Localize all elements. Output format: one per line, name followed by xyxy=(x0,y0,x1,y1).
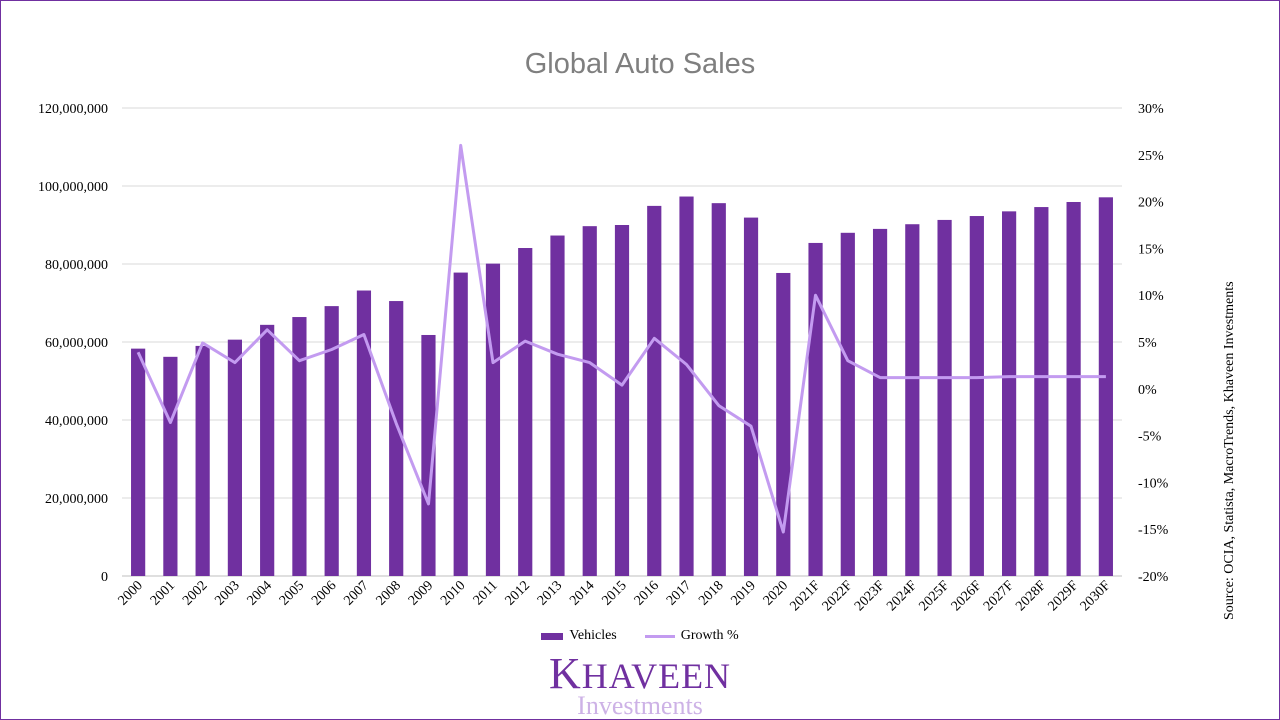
vehicle-bar xyxy=(937,219,952,576)
growth-line xyxy=(136,143,1106,534)
vehicle-bar xyxy=(614,225,630,576)
vehicle-bar xyxy=(969,216,984,576)
x-tick-label: 2015 xyxy=(599,578,629,608)
x-tick-label: 2025F xyxy=(916,578,952,614)
x-tick-label: 2010 xyxy=(438,578,468,608)
vehicle-bar xyxy=(647,205,662,576)
chart-title: Global Auto Sales xyxy=(524,48,756,80)
x-tick-label: 2006 xyxy=(309,578,339,608)
legend-label-vehicles: Vehicles xyxy=(569,628,617,643)
vehicle-bar xyxy=(872,228,888,576)
vehicle-bar xyxy=(679,196,694,576)
x-tick-label: 2005 xyxy=(277,578,307,608)
vehicle-bar xyxy=(840,232,855,577)
vehicle-bar xyxy=(292,317,307,576)
vehicle-bar xyxy=(582,226,597,577)
x-tick-label: 2008 xyxy=(374,578,404,608)
vehicle-bar xyxy=(905,224,920,576)
right-tick-label: -5% xyxy=(1138,430,1162,445)
right-tick-label: -15% xyxy=(1138,523,1169,538)
x-tick-label: 2030F xyxy=(1078,578,1114,614)
x-tick-label: 2014 xyxy=(567,578,597,608)
legend-item-growth: Growth % xyxy=(644,628,739,644)
vehicle-bar xyxy=(711,203,726,576)
x-tick-label: 2002 xyxy=(180,578,210,608)
khaveen-logo: KHAVEEN Investments xyxy=(0,652,1280,720)
vehicle-bar xyxy=(421,334,436,576)
vehicle-bar xyxy=(260,324,275,576)
x-tick-label: 2004 xyxy=(245,578,275,608)
right-tick-label: -10% xyxy=(1138,476,1169,491)
x-tick-label: 2018 xyxy=(696,578,726,608)
x-tick-label: 2011 xyxy=(471,578,501,608)
right-tick-label: 10% xyxy=(1138,289,1164,304)
right-tick-label: 25% xyxy=(1138,149,1164,164)
source-note: Source: OCIA, Statista, MacroTrends, Kha… xyxy=(1222,281,1237,620)
logo-initial: K xyxy=(548,649,582,698)
x-tick-label: 2016 xyxy=(632,578,662,608)
left-tick-label: 20,000,000 xyxy=(45,492,108,507)
right-tick-label: -20% xyxy=(1138,570,1169,585)
x-tick-label: 2012 xyxy=(503,578,533,608)
vehicle-bar xyxy=(743,217,759,576)
vehicle-bar xyxy=(227,339,242,576)
right-tick-label: 20% xyxy=(1138,196,1164,211)
vehicle-bar xyxy=(808,242,823,576)
x-tick-label: 2027F xyxy=(981,578,1017,614)
left-tick-label: 80,000,000 xyxy=(45,258,108,273)
x-tick-label: 2028F xyxy=(1013,578,1049,614)
left-tick-label: 60,000,000 xyxy=(45,336,108,351)
vehicle-bar xyxy=(131,348,146,576)
x-tick-label: 2013 xyxy=(535,578,565,608)
x-axis-ticks: 2000 2001 2002 2003 2004 2005 2006 2007 2008 2009… xyxy=(116,578,1114,614)
x-tick-label: 2019 xyxy=(728,578,758,608)
left-tick-label: 120,000,000 xyxy=(38,102,108,117)
x-tick-label: 2020 xyxy=(761,578,791,608)
legend-swatch-growth xyxy=(644,634,675,638)
vehicle-bar xyxy=(324,306,339,576)
right-tick-label: 15% xyxy=(1138,242,1164,257)
left-axis-ticks: 0 20,000,000 40,000,000 60,000,000 80,000,00… xyxy=(38,102,108,585)
right-tick-label: 5% xyxy=(1138,336,1157,351)
vehicle-bar xyxy=(485,263,501,576)
x-tick-label: 2029F xyxy=(1046,578,1082,614)
vehicle-bar xyxy=(356,290,372,576)
left-tick-label: 100,000,000 xyxy=(38,180,108,195)
x-tick-label: 2001 xyxy=(148,578,178,608)
logo-subtitle: Investments xyxy=(577,691,703,720)
left-tick-label: 0 xyxy=(101,570,108,585)
vehicle-bar xyxy=(389,301,404,576)
vehicle-bar xyxy=(1034,207,1049,576)
vehicle-bar xyxy=(1098,197,1113,576)
vehicle-bar xyxy=(550,235,565,576)
vehicle-bar xyxy=(163,356,178,576)
legend-item-vehicles: Vehicles xyxy=(541,628,617,644)
x-tick-label: 2007 xyxy=(341,578,371,608)
x-tick-label: 2026F xyxy=(949,578,985,614)
right-tick-label: 0% xyxy=(1138,383,1157,398)
x-tick-label: 2003 xyxy=(212,578,242,608)
x-tick-label: 2022F xyxy=(820,578,856,614)
growth-series-line xyxy=(136,143,1106,534)
x-tick-label: 2000 xyxy=(116,578,146,608)
logo-wordmark: KHAVEEN xyxy=(0,652,1280,696)
vehicle-bar xyxy=(1066,201,1081,577)
vehicle-bar xyxy=(453,272,468,576)
x-tick-label: 2024F xyxy=(884,578,920,614)
vehicle-bar xyxy=(518,248,533,576)
vehicle-bar xyxy=(1002,211,1017,576)
x-tick-label: 2017 xyxy=(664,578,694,608)
right-tick-label: 30% xyxy=(1138,102,1164,117)
legend-swatch-vehicles xyxy=(541,632,564,640)
left-tick-label: 40,000,000 xyxy=(45,414,108,429)
legend: Vehicles Growth % xyxy=(0,628,1280,644)
legend-label-growth: Growth % xyxy=(680,628,739,643)
x-tick-label: 2009 xyxy=(406,578,436,608)
vehicle-bar xyxy=(195,345,210,576)
right-axis-ticks: -20% -15% -10% -5% 0% 5% 10% 15% 20% 25% 30% xyxy=(1138,102,1169,585)
x-tick-label: 2023F xyxy=(852,578,888,614)
logo-rest: HAVEEN xyxy=(581,656,732,696)
x-tick-label: 2021F xyxy=(787,578,823,614)
